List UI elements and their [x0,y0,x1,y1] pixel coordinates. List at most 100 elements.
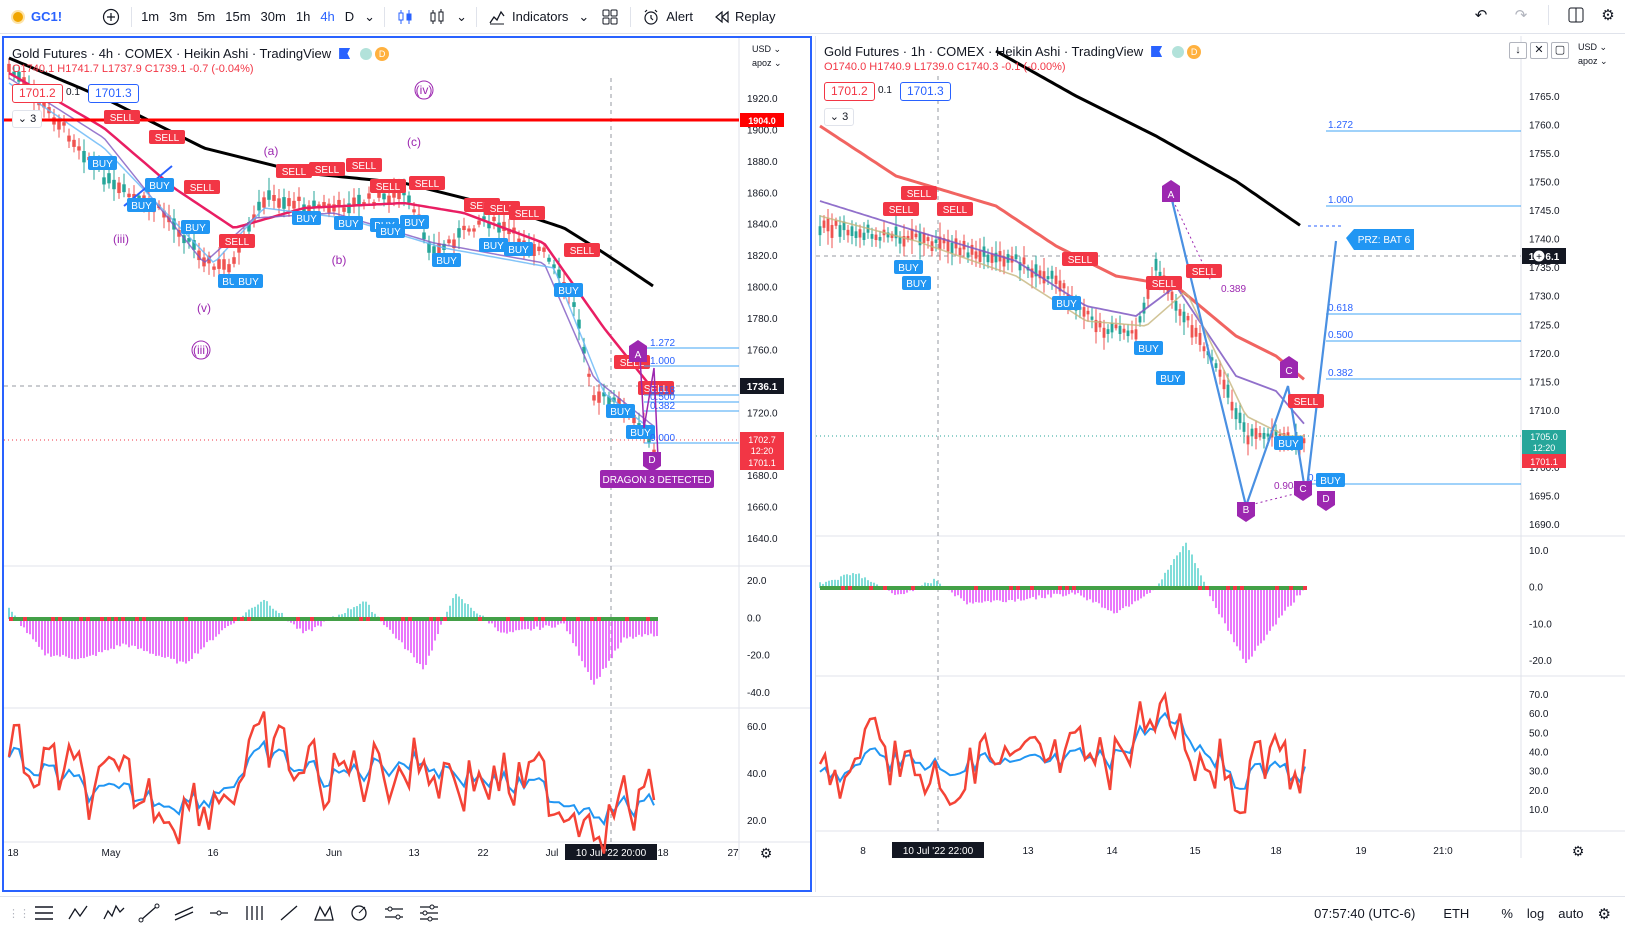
candle-body [1130,330,1134,334]
object-tree-icon[interactable] [411,899,446,927]
scroll-down-icon[interactable]: ↓ [1509,42,1527,59]
timeframe-dropdown[interactable]: ⌄ [359,4,380,30]
rsi-tick-label: 40.0 [747,769,767,780]
settings-icon[interactable]: ⚙ [760,845,773,861]
replay-button[interactable]: Replay [706,4,780,30]
sell-price-pill[interactable]: 1701.2 [12,84,63,103]
buy-signal-bg [1316,473,1345,487]
abcd-pattern-icon[interactable] [61,899,96,927]
sell-signal-bg [883,202,919,216]
indicator-collapse-button[interactable]: ⌄ 3 [12,110,42,128]
timeframe-30m[interactable]: 30m [260,9,286,24]
crosshair-date-bg [892,842,984,858]
horizontal-line-icon[interactable] [201,899,236,927]
indicator-collapse-button[interactable]: ⌄ 3 [824,108,854,126]
log-toggle[interactable]: log [1526,906,1545,921]
symbol-search-button[interactable]: GC1! [6,4,67,30]
drag-handle-icon[interactable]: ⋮⋮ [8,907,30,920]
candle-body [934,239,938,243]
chart-type-button[interactable] [389,4,421,30]
alert-button[interactable]: Alert [635,4,698,30]
cycle-icon[interactable] [341,899,376,927]
currency-selector[interactable]: USD ⌄ [752,44,782,54]
price-tick-label: 1720.0 [747,408,778,419]
d-badge: D [1187,44,1202,59]
candle-body [1194,327,1198,337]
scale-mode-selector[interactable]: apoz ⌄ [1578,56,1608,66]
buy-price-pill[interactable]: 1701.3 [88,84,139,103]
chart-pane-right[interactable]: 1765.0 1760.0 1755.0 1750.0 1745.0 1740.0 1735… [815,36,1625,892]
timeframe-3m[interactable]: 3m [169,9,188,24]
templates-button[interactable] [594,4,626,30]
auto-toggle[interactable]: auto [1558,906,1584,921]
sell-signal: SELL [225,237,250,248]
percent-toggle[interactable]: % [1501,906,1513,921]
settings-icon[interactable]: ⚙ [1597,905,1611,923]
candle-body [277,198,281,208]
harmonic-pattern [639,355,659,459]
candle-body [312,200,316,207]
timeframe-5m[interactable]: 5m [197,9,216,24]
candle-body [177,229,181,237]
candle-body [818,226,822,236]
sell-price-pill[interactable]: 1701.2 [824,82,875,101]
timeframe-1h[interactable]: 1h [295,9,311,24]
high-value: H1740.9 [869,61,911,73]
cursor-menu-icon[interactable] [26,899,61,927]
clock-readout[interactable]: 07:57:40 (UTC-6) [1314,906,1416,921]
session-toggle[interactable]: ETH [1443,906,1470,921]
timeframe-D[interactable]: D [344,9,355,24]
rsi-tick-label: 40.0 [1529,748,1549,759]
sell-signal: SELL [907,189,932,200]
timeframe-15m[interactable]: 15m [225,9,251,24]
timeframe-1m[interactable]: 1m [141,9,160,24]
elliott-wave-icon[interactable] [96,899,131,927]
timeframe-4h[interactable]: 4h [320,9,335,24]
low-value: L1739.0 [913,61,954,73]
compare-symbol-button[interactable] [95,4,127,30]
collapse-pane-icon[interactable]: ✕ [1530,42,1548,59]
candle-body [397,188,401,200]
buy-price-pill[interactable]: 1701.3 [900,82,951,101]
maximize-pane-icon[interactable]: ▢ [1551,42,1569,59]
flag-icon[interactable] [1151,46,1163,57]
currency-selector[interactable]: USD ⌄ [1578,42,1608,52]
candle-body [497,222,501,233]
redo-icon[interactable]: ↷ [1514,7,1528,24]
settings-icon[interactable]: ⚙ [1572,843,1585,859]
candle-body [990,253,994,263]
candle-body [367,193,371,199]
measure-icon[interactable] [376,899,411,927]
xabcd-pattern-icon[interactable] [306,899,341,927]
indicators-button[interactable]: Indicators ⌄ [481,4,594,30]
chart-pane-left[interactable]: 1920.0 1900.0 1880.0 1860.0 1840.0 1820.0 1800… [2,36,812,892]
ray-icon[interactable] [271,899,306,927]
buy-signal: BUY [558,286,579,297]
flag-icon[interactable] [339,48,351,59]
settings-icon[interactable]: ⚙ [1601,7,1615,24]
rsi-tick-label: 20.0 [1529,786,1549,797]
plus-icon[interactable]: + [1536,252,1542,263]
chart-canvas-left[interactable]: 1920.01900.01880.01860.01840.01820.01800… [4,38,810,890]
scale-mode-selector[interactable]: apoz ⌄ [752,58,782,68]
rsi-tick-label: 60.0 [747,722,767,733]
candle-body [267,190,271,200]
bar-type-button[interactable]: ⌄ [421,4,472,30]
chart-canvas-right[interactable]: 1765.0 1760.0 1755.0 1750.0 1745.0 1740.0 1735… [816,36,1625,892]
price-tick-label: 1740.0 [1529,235,1560,246]
candle-body [1182,311,1186,323]
layout-icon[interactable] [1565,4,1587,26]
candle-body [602,392,606,397]
eye-icon[interactable]: D [1172,44,1202,59]
wave-label: (iii) [193,343,209,357]
trend-line-icon[interactable] [131,899,166,927]
undo-icon[interactable]: ↶ [1474,7,1488,24]
candle-body [1170,291,1174,301]
candle-body [918,232,922,246]
channel-icon[interactable] [166,899,201,927]
eye-icon[interactable]: D [360,46,390,61]
fib-tool-icon[interactable] [236,899,271,927]
candle-body [1142,302,1146,314]
candle-body [507,228,511,235]
add-alert-icon[interactable] [1532,249,1546,263]
